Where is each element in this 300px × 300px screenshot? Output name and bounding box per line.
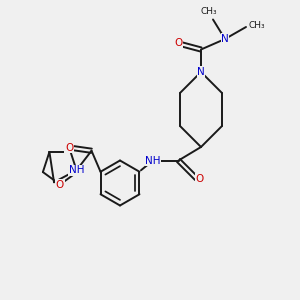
Text: N: N bbox=[221, 34, 229, 44]
Text: N: N bbox=[197, 67, 205, 77]
Text: O: O bbox=[56, 179, 64, 190]
Text: O: O bbox=[195, 173, 204, 184]
Text: O: O bbox=[174, 38, 183, 49]
Text: CH₃: CH₃ bbox=[200, 8, 217, 16]
Text: NH: NH bbox=[145, 155, 161, 166]
Text: O: O bbox=[65, 143, 73, 153]
Text: CH₃: CH₃ bbox=[249, 21, 266, 30]
Text: NH: NH bbox=[69, 165, 84, 175]
